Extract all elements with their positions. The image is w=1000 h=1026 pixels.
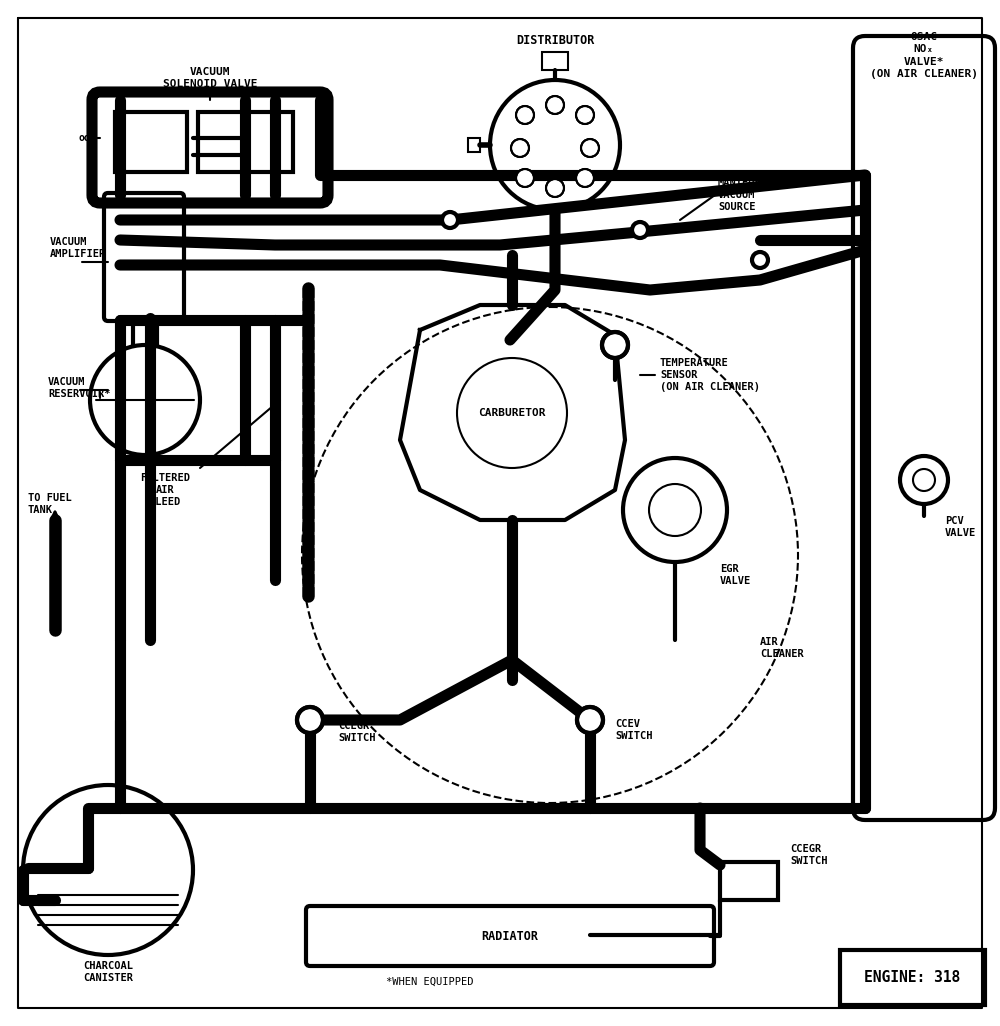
Text: CCEGR
SWITCH: CCEGR SWITCH [790, 843, 828, 866]
Circle shape [511, 139, 529, 157]
Text: CARBURETOR: CARBURETOR [478, 408, 546, 418]
Text: ENGINE: 318: ENGINE: 318 [864, 970, 960, 985]
Circle shape [577, 707, 603, 733]
Circle shape [752, 252, 768, 268]
Circle shape [516, 169, 534, 187]
Circle shape [297, 707, 323, 733]
Circle shape [602, 332, 628, 358]
Text: PCV
VALVE: PCV VALVE [945, 516, 976, 539]
Circle shape [576, 106, 594, 124]
Circle shape [581, 139, 599, 157]
Circle shape [442, 212, 458, 228]
Circle shape [516, 106, 534, 124]
Text: AIR
CLEANER: AIR CLEANER [760, 637, 804, 659]
Text: VACUUM
RESERVOIR*: VACUUM RESERVOIR* [48, 377, 110, 399]
Circle shape [546, 96, 564, 114]
Circle shape [546, 179, 564, 197]
Text: CCEV
SWITCH: CCEV SWITCH [615, 719, 652, 741]
Text: TO FUEL
TANK: TO FUEL TANK [28, 492, 72, 515]
Text: CHARCOAL
CANISTER: CHARCOAL CANISTER [83, 960, 133, 983]
Text: OSAC
NOₓ
VALVE*
(ON AIR CLEANER): OSAC NOₓ VALVE* (ON AIR CLEANER) [870, 32, 978, 79]
Text: CCEGR
SWITCH: CCEGR SWITCH [338, 721, 376, 743]
Text: ooo: ooo [78, 133, 96, 143]
Circle shape [576, 169, 594, 187]
Text: EGR
VALVE: EGR VALVE [720, 564, 751, 586]
Circle shape [632, 222, 648, 238]
Text: *WHEN EQUIPPED: *WHEN EQUIPPED [386, 977, 474, 987]
Text: TEMPERATURE
SENSOR
(ON AIR CLEANER): TEMPERATURE SENSOR (ON AIR CLEANER) [660, 358, 760, 392]
Text: VACUUM
SOLENOID VALVE: VACUUM SOLENOID VALVE [163, 67, 257, 89]
Text: VACUUM
AMPLIFIER: VACUUM AMPLIFIER [50, 237, 106, 260]
Text: RADIATOR: RADIATOR [482, 930, 538, 943]
Text: DISTRIBUTOR: DISTRIBUTOR [516, 34, 594, 46]
Text: FILTERED
AIR
BLEED: FILTERED AIR BLEED [140, 473, 190, 508]
Text: MANIFOLD
VACUUM
SOURCE: MANIFOLD VACUUM SOURCE [718, 177, 768, 212]
